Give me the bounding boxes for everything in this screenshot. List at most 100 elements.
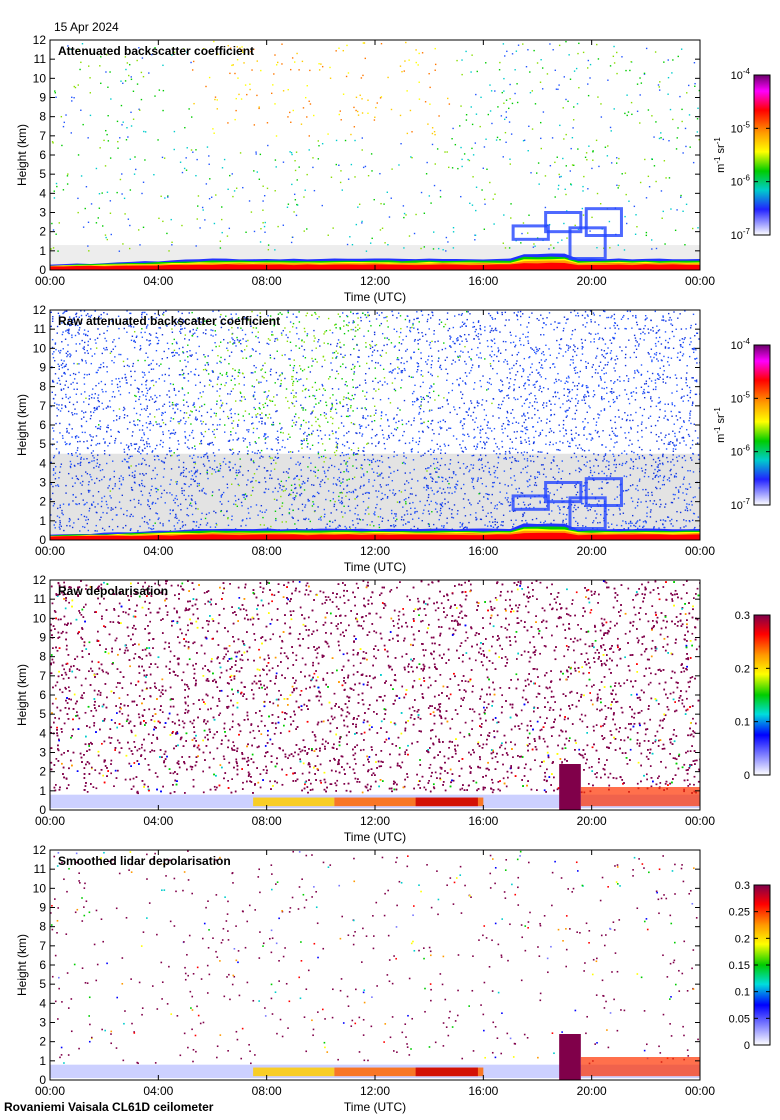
y-tick-label: 9 (39, 901, 46, 915)
x-tick-label: 04:00 (143, 814, 173, 828)
y-tick-label: 4 (39, 726, 46, 740)
depol-plume (580, 787, 700, 807)
colorbar (753, 74, 771, 236)
y-tick-label: 3 (39, 746, 46, 760)
depol-band (253, 1067, 335, 1077)
y-tick-label: 2 (39, 1035, 46, 1049)
depol-band (415, 797, 478, 807)
y-axis-label: Height (km) (15, 394, 29, 456)
colorbar-tick-label: 0.05 (729, 1013, 750, 1025)
y-tick-label: 3 (39, 476, 46, 490)
depol-band (334, 797, 484, 807)
y-tick-label: 11 (34, 52, 47, 66)
y-tick-label: 0 (39, 263, 46, 277)
x-tick-label: 08:00 (252, 274, 282, 288)
y-tick-label: 5 (39, 167, 46, 181)
x-tick-label: 20:00 (577, 274, 607, 288)
y-tick-label: 9 (39, 91, 46, 105)
y-tick-label: 0 (39, 533, 46, 547)
plot-background (50, 40, 700, 270)
colorbar-tick-label: 10-5 (731, 120, 751, 135)
y-tick-label: 1 (39, 244, 46, 258)
y-tick-label: 10 (33, 881, 47, 895)
x-tick-label: 12:00 (360, 274, 390, 288)
heatmap-field (50, 850, 700, 1080)
y-tick-label: 5 (39, 707, 46, 721)
y-tick-label: 10 (33, 71, 47, 85)
depol-band (415, 1067, 478, 1077)
colorbar-tick-label: 0.1 (735, 987, 750, 999)
y-tick-label: 8 (39, 650, 46, 664)
colorbar-tick-label: 0.25 (729, 907, 750, 919)
x-tick-label: 00:00 (685, 274, 715, 288)
x-tick-label: 20:00 (577, 1084, 607, 1098)
x-tick-label: 08:00 (252, 544, 282, 558)
colorbar-tick-label: 0 (744, 770, 750, 782)
y-tick-label: 1 (39, 784, 46, 798)
colorbar-tick-label: 10-6 (731, 174, 751, 189)
colorbar-tick-label: 0.3 (735, 610, 750, 622)
cloud-feature (544, 211, 583, 234)
y-tick-label: 11 (34, 322, 47, 336)
y-tick-label: 0 (39, 803, 46, 817)
x-tick-label: 16:00 (468, 274, 498, 288)
y-tick-label: 8 (39, 380, 46, 394)
panel-title: Attenuated backscatter coefficient (58, 44, 254, 58)
colorbar-tick-label: 0.2 (735, 933, 750, 945)
y-tick-label: 0 (39, 1073, 46, 1087)
x-tick-label: 00:00 (685, 544, 715, 558)
colorbar-tick-label: 10-4 (731, 337, 751, 352)
y-tick-label: 12 (33, 843, 47, 857)
y-tick-label: 1 (39, 514, 46, 528)
y-tick-label: 7 (39, 129, 46, 143)
y-tick-label: 3 (39, 1016, 46, 1030)
depol-plume (559, 764, 581, 810)
y-tick-label: 7 (39, 399, 46, 413)
y-tick-label: 2 (39, 765, 46, 779)
heatmap-field (50, 580, 700, 810)
x-tick-label: 00:00 (35, 814, 65, 828)
y-tick-label: 6 (39, 688, 46, 702)
x-tick-label: 00:00 (35, 544, 65, 558)
y-tick-label: 4 (39, 996, 46, 1010)
cloud-feature (544, 481, 583, 504)
x-tick-label: 12:00 (360, 814, 390, 828)
y-tick-label: 12 (33, 33, 47, 47)
x-tick-label: 16:00 (468, 544, 498, 558)
x-tick-label: 04:00 (143, 274, 173, 288)
colorbar-tick-label: 0.15 (729, 960, 750, 972)
colorbar-tick-label: 10-7 (731, 497, 751, 512)
x-tick-label: 08:00 (252, 814, 282, 828)
y-tick-label: 6 (39, 418, 46, 432)
y-axis-label: Height (km) (15, 124, 29, 186)
x-tick-label: 00:00 (35, 1084, 65, 1098)
x-tick-label: 12:00 (360, 544, 390, 558)
x-axis-label: Time (UTC) (344, 560, 406, 574)
y-tick-label: 7 (39, 939, 46, 953)
panel-title: Smoothed lidar depolarisation (58, 854, 231, 868)
x-tick-label: 16:00 (468, 814, 498, 828)
y-tick-label: 1 (39, 1054, 46, 1068)
x-tick-label: 00:00 (35, 274, 65, 288)
instrument-footer: Rovaniemi Vaisala CL61D ceilometer (4, 1100, 214, 1114)
y-tick-label: 11 (34, 592, 47, 606)
x-axis-label: Time (UTC) (344, 290, 406, 304)
x-axis-label: Time (UTC) (344, 830, 406, 844)
depol-band (253, 797, 335, 807)
colorbar (753, 614, 771, 776)
x-tick-label: 04:00 (143, 1084, 173, 1098)
cloud-feature (568, 496, 607, 531)
x-tick-label: 16:00 (468, 1084, 498, 1098)
plot-background (50, 850, 700, 1080)
x-tick-label: 12:00 (360, 1084, 390, 1098)
y-tick-label: 4 (39, 456, 46, 470)
y-tick-label: 3 (39, 206, 46, 220)
y-tick-label: 4 (39, 186, 46, 200)
colorbar-tick-label: 0 (744, 1040, 750, 1052)
y-tick-label: 8 (39, 920, 46, 934)
y-tick-label: 6 (39, 148, 46, 162)
colorbar-tick-label: 10-5 (731, 390, 751, 405)
